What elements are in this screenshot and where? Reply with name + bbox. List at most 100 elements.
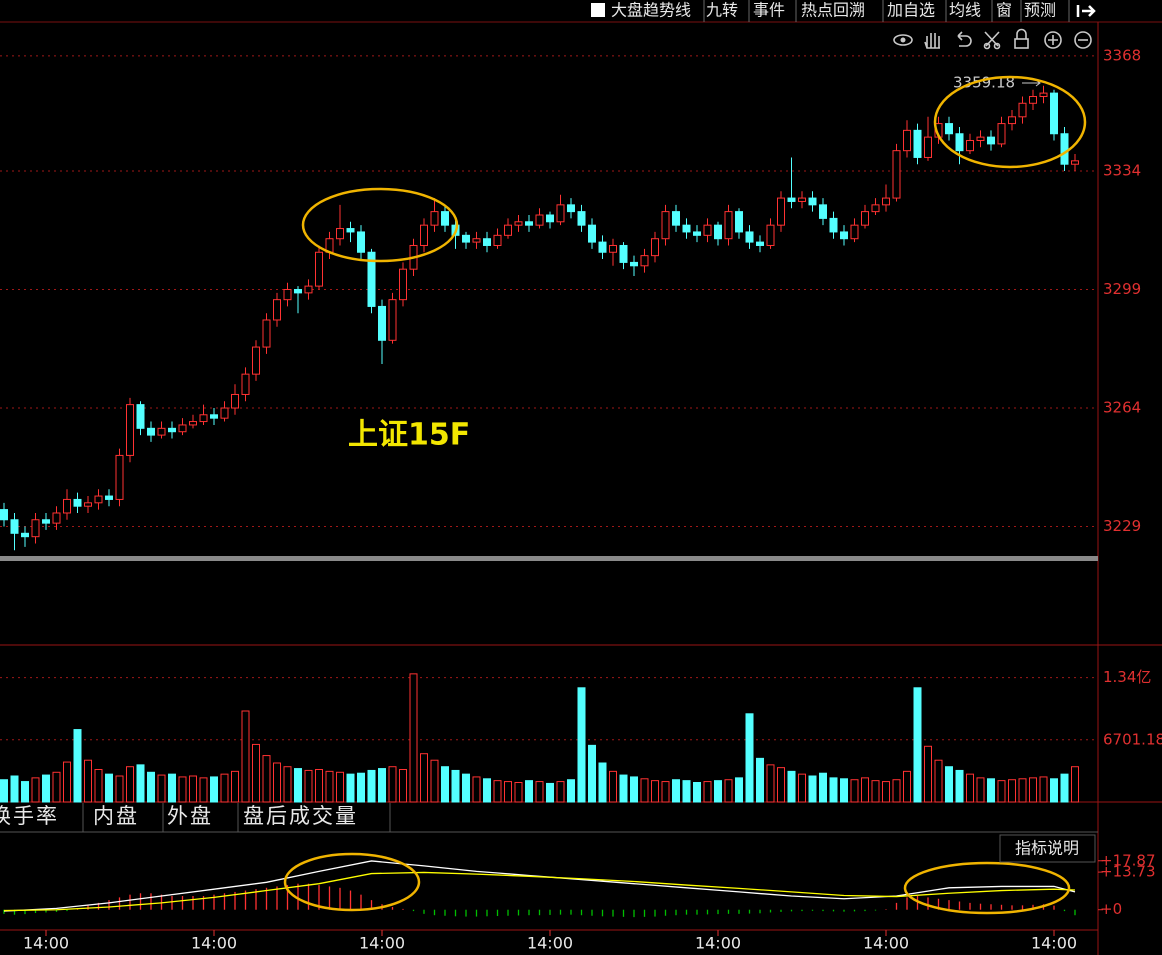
volume-bar xyxy=(682,780,691,803)
candle-body xyxy=(241,373,250,395)
candle-body xyxy=(819,204,827,219)
chart-annotation: 上证15F xyxy=(348,418,470,453)
volume-bar xyxy=(73,729,82,803)
indicator-button[interactable] xyxy=(999,834,1096,863)
candle-body xyxy=(336,228,344,240)
tab[interactable]: 盘后成交量 xyxy=(243,804,358,828)
candle-body xyxy=(829,217,838,233)
candle-body xyxy=(577,211,586,226)
toolbar-button[interactable]: 窗 xyxy=(996,1,1012,20)
candle-body xyxy=(441,211,449,226)
volume-bar xyxy=(567,779,575,803)
volume-bar xyxy=(871,780,880,803)
volume-bar xyxy=(357,772,365,803)
candle-body xyxy=(315,251,323,287)
zoom-out-icon[interactable] xyxy=(1074,31,1092,49)
volume-bar xyxy=(609,770,617,803)
x-tick-label: 14:00 xyxy=(23,934,69,953)
volume-bar xyxy=(31,777,40,803)
volume-bar xyxy=(861,777,869,803)
zoom-in-icon[interactable] xyxy=(1044,31,1062,49)
volume-bar xyxy=(798,773,806,803)
volume-bar xyxy=(346,773,355,803)
candle-body xyxy=(703,224,712,236)
toolbar-button[interactable]: 九转 xyxy=(706,1,738,20)
volume-bar xyxy=(934,759,943,803)
tab[interactable]: 外盘 xyxy=(167,804,213,828)
volume-bar xyxy=(157,774,166,803)
toolbar-button[interactable]: 事件 xyxy=(753,1,785,20)
volume-bar xyxy=(703,781,712,803)
exit-icon[interactable] xyxy=(1076,5,1096,17)
candle-body xyxy=(1039,92,1048,97)
candle-body xyxy=(714,224,722,240)
volume-bar xyxy=(0,779,8,803)
candle-body xyxy=(147,427,155,436)
volume-bar xyxy=(672,779,680,803)
volume-bar xyxy=(756,757,764,803)
volume-bar xyxy=(441,766,449,803)
candle-body xyxy=(945,123,953,135)
hand-icon[interactable] xyxy=(924,33,940,49)
toolbar-button[interactable]: 均线 xyxy=(949,1,981,20)
candle-body xyxy=(640,255,649,267)
candle-body xyxy=(388,299,397,341)
candle-body xyxy=(609,244,617,253)
volume-bar xyxy=(651,780,659,803)
candle-body xyxy=(546,214,554,223)
volume-bar xyxy=(220,773,229,803)
scissors-ring xyxy=(983,42,991,50)
candle-body xyxy=(630,261,638,267)
y-tick-label: 1.34亿 xyxy=(1103,668,1151,686)
candle-body xyxy=(808,197,817,206)
volume-bar xyxy=(829,777,838,803)
indicator-button-label: 指标说明 xyxy=(1015,839,1079,858)
toolbar-button[interactable]: 加自选 xyxy=(887,1,935,20)
candle-body xyxy=(168,427,176,433)
eye-icon[interactable] xyxy=(893,34,913,46)
candle-body xyxy=(178,424,187,433)
undo-icon[interactable] xyxy=(957,31,972,47)
y-tick-label: +0 xyxy=(1100,900,1122,918)
volume-bar xyxy=(451,769,460,803)
tool-icons xyxy=(893,28,1092,50)
tab[interactable]: 内盘 xyxy=(93,804,139,828)
volume-bar xyxy=(808,775,817,803)
volume-bar xyxy=(168,773,176,803)
toolbar-button[interactable]: 预测 xyxy=(1024,1,1056,20)
volume-bar xyxy=(1060,773,1069,803)
candle-body xyxy=(252,346,260,375)
candle-body xyxy=(567,204,575,213)
candle-body xyxy=(798,197,806,202)
volume-bar xyxy=(388,766,397,803)
candle-body xyxy=(136,404,145,429)
volume-bar xyxy=(903,770,911,803)
candle-body xyxy=(189,421,197,426)
checkbox[interactable] xyxy=(591,3,605,17)
candle-body xyxy=(1008,116,1016,125)
volume-bar xyxy=(136,764,145,803)
lock-icon[interactable] xyxy=(1014,38,1029,49)
highlight-circles xyxy=(283,75,1087,915)
volume-bar xyxy=(913,687,922,803)
candle-body xyxy=(262,319,271,348)
candle-body xyxy=(735,211,743,233)
volume-bar xyxy=(777,767,785,803)
toolbar-button[interactable]: 热点回溯 xyxy=(801,1,865,20)
volume-bar xyxy=(840,778,848,803)
candle-body xyxy=(210,414,218,419)
candle-body xyxy=(682,224,691,233)
tab[interactable]: 换手率 xyxy=(0,804,59,828)
toolbar-button[interactable]: 大盘趋势线 xyxy=(611,1,691,20)
candle-body xyxy=(420,224,428,246)
candle-body xyxy=(157,427,166,436)
y-tick-label: 3299 xyxy=(1103,280,1141,298)
candle-body xyxy=(976,136,985,142)
volume-bar xyxy=(199,777,208,803)
x-tick-label: 14:00 xyxy=(527,934,573,953)
candle-body xyxy=(987,136,995,145)
volume-bar xyxy=(525,780,533,803)
volume-bar xyxy=(514,782,523,803)
